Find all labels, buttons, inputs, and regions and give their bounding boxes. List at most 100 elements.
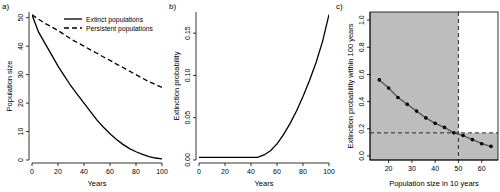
- point: [461, 134, 465, 138]
- x-tick-label: 20: [385, 165, 393, 172]
- y-tick: [26, 46, 29, 47]
- legend: Extinct populationsPersistent population…: [64, 16, 153, 33]
- x-tick: [32, 163, 33, 166]
- x-tick-label: 60: [273, 168, 281, 175]
- frame: [370, 12, 498, 160]
- y-tick-label: 0: [17, 158, 24, 162]
- series-line: [199, 15, 329, 158]
- point: [378, 78, 382, 82]
- x-tick-label: 80: [299, 168, 307, 175]
- y-tick: [26, 103, 29, 104]
- y-tick: [367, 101, 370, 102]
- plot-area: [199, 15, 329, 158]
- x-tick: [225, 163, 226, 166]
- series-line: [32, 15, 162, 88]
- y-tick: [26, 160, 29, 161]
- x-tick-label: 80: [132, 168, 140, 175]
- y-tick-label: 0.00: [184, 153, 191, 167]
- point: [489, 145, 493, 149]
- y-tick-label: 0.8: [358, 42, 365, 52]
- x-tick-label: 100: [156, 168, 168, 175]
- y-tick-label: 10: [17, 128, 24, 136]
- y-tick: [193, 117, 196, 118]
- x-tick: [110, 163, 111, 166]
- x-tick: [251, 163, 252, 166]
- y-axis-label: Extinction probability within 100 years: [346, 23, 355, 148]
- y-tick-label: 0.15: [184, 26, 191, 40]
- panel: 02040608010001020304050YearsPopulation s…: [2, 2, 168, 188]
- legend-label: Persistent populations: [86, 25, 153, 33]
- point: [424, 116, 428, 120]
- series-line: [379, 80, 491, 147]
- x-tick-label: 20: [54, 168, 62, 175]
- x-axis-label: Years: [88, 179, 107, 188]
- y-tick-label: 0.0: [358, 151, 365, 161]
- x-tick-label: 60: [478, 165, 486, 172]
- y-tick-label: 20: [17, 99, 24, 107]
- y-tick: [26, 131, 29, 132]
- y-tick-label: 0.6: [358, 69, 365, 79]
- x-tick-label: 60: [106, 168, 114, 175]
- x-tick: [411, 160, 412, 163]
- x-tick: [136, 163, 137, 166]
- y-tick: [367, 155, 370, 156]
- plot-area: [32, 15, 162, 159]
- x-tick: [435, 160, 436, 163]
- panel: 0204060801000.000.050.100.15YearsExtinct…: [169, 2, 335, 188]
- x-tick-label: 40: [247, 168, 255, 175]
- figure: 0 20 40 60 80 100 0 10 20 30 40 50 Years Population s…: [0, 0, 500, 192]
- legend-swatch: [64, 27, 82, 28]
- x-tick: [277, 163, 278, 166]
- x-tick: [458, 160, 459, 163]
- shade-bottom: [458, 133, 498, 160]
- x-axis: [370, 160, 498, 161]
- y-tick-label: 1.0: [358, 15, 365, 25]
- y-axis: [370, 12, 371, 160]
- y-tick-label: 0.2: [358, 124, 365, 134]
- legend-swatch: [64, 18, 82, 19]
- x-axis-label: Population size in 10 years: [389, 179, 479, 188]
- x-tick-label: 0: [197, 168, 201, 175]
- point: [396, 96, 400, 100]
- y-tick-label: 0.4: [358, 97, 365, 107]
- x-tick-label: 40: [431, 165, 439, 172]
- y-tick-label: 0.05: [184, 111, 191, 125]
- y-tick: [26, 74, 29, 75]
- y-tick: [367, 20, 370, 21]
- y-tick-label: 30: [17, 71, 24, 79]
- plot-area: [370, 12, 498, 160]
- y-tick-label: 50: [17, 14, 24, 22]
- threshold-y-line: [370, 132, 498, 133]
- y-tick-label: 40: [17, 42, 24, 50]
- x-tick: [303, 163, 304, 166]
- y-axis-label: Extinction probability: [172, 51, 181, 120]
- x-tick-label: 100: [323, 168, 335, 175]
- panel: 20304050600.00.20.40.60.81.0Population s…: [336, 2, 498, 188]
- panel-label: a): [2, 2, 9, 11]
- x-tick: [84, 163, 85, 166]
- y-tick: [367, 47, 370, 48]
- point: [443, 126, 447, 130]
- x-tick-label: 50: [455, 165, 463, 172]
- x-tick-label: 20: [221, 168, 229, 175]
- x-tick: [58, 163, 59, 166]
- point: [433, 122, 437, 126]
- point: [387, 86, 391, 90]
- legend-label: Extinct populations: [86, 16, 144, 24]
- y-tick: [367, 128, 370, 129]
- y-axis-label: Population size: [5, 61, 14, 112]
- x-axis: [199, 163, 329, 164]
- y-tick: [193, 75, 196, 76]
- series-line: [32, 15, 162, 159]
- point: [471, 138, 475, 142]
- point: [415, 109, 419, 113]
- point: [480, 142, 484, 146]
- shade-left: [370, 12, 458, 160]
- threshold-x-line: [458, 12, 459, 160]
- x-axis: [32, 163, 162, 164]
- panel-label: c): [336, 2, 343, 11]
- x-axis-label: Years: [255, 179, 274, 188]
- y-tick: [26, 17, 29, 18]
- x-tick-label: 40: [80, 168, 88, 175]
- y-axis: [29, 12, 30, 160]
